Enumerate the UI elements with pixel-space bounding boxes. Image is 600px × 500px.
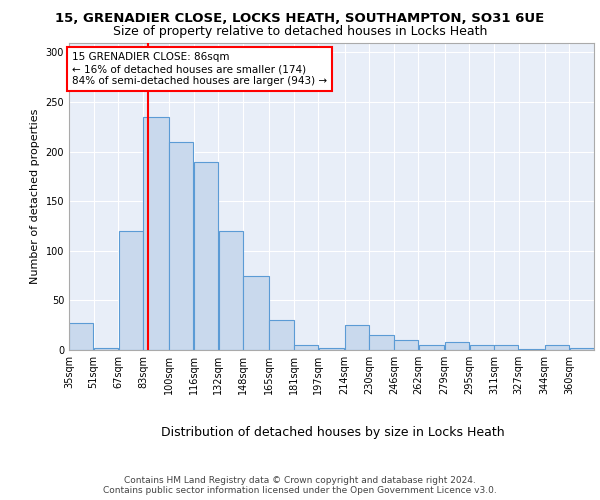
Bar (494, 345, 518, 350)
Bar (545, 345, 569, 350)
Bar (419, 345, 445, 350)
Text: 15 GRENADIER CLOSE: 86sqm
← 16% of detached houses are smaller (174)
84% of semi: 15 GRENADIER CLOSE: 86sqm ← 16% of detac… (72, 52, 327, 86)
Text: Contains HM Land Registry data © Crown copyright and database right 2024.
Contai: Contains HM Land Registry data © Crown c… (103, 476, 497, 495)
Bar (470, 345, 494, 350)
Bar (69, 323, 94, 350)
Bar (519, 349, 544, 350)
Bar (218, 231, 243, 350)
Bar (169, 142, 193, 350)
Text: Size of property relative to detached houses in Locks Heath: Size of property relative to detached ho… (113, 25, 487, 38)
Bar (319, 348, 344, 350)
Bar (394, 340, 418, 350)
Bar (143, 117, 169, 350)
Bar (294, 345, 318, 350)
Y-axis label: Number of detached properties: Number of detached properties (30, 108, 40, 284)
Bar (569, 348, 594, 350)
Bar (243, 276, 269, 350)
Bar (345, 325, 369, 350)
Bar (94, 348, 118, 350)
Text: Distribution of detached houses by size in Locks Heath: Distribution of detached houses by size … (161, 426, 505, 439)
Bar (119, 231, 143, 350)
Bar (445, 342, 469, 350)
Text: 15, GRENADIER CLOSE, LOCKS HEATH, SOUTHAMPTON, SO31 6UE: 15, GRENADIER CLOSE, LOCKS HEATH, SOUTHA… (55, 12, 545, 26)
Bar (370, 335, 394, 350)
Bar (269, 320, 293, 350)
Bar (194, 162, 218, 350)
